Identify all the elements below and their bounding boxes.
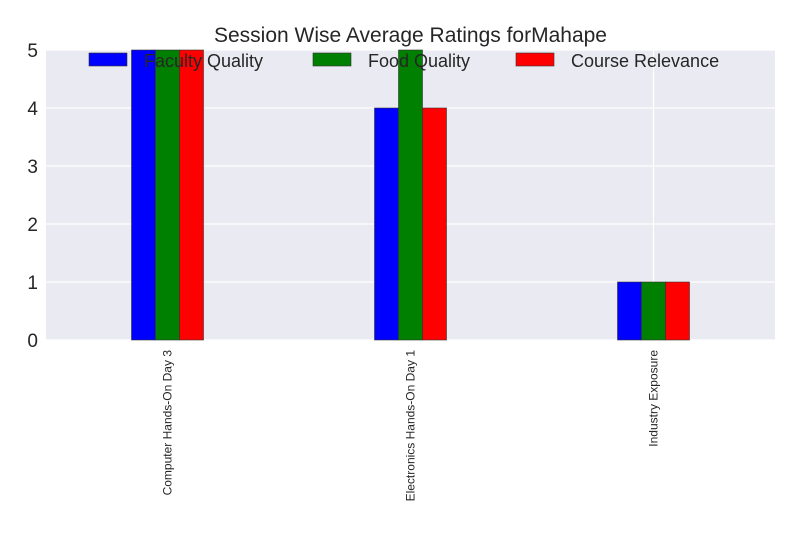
x-tick-label: Computer Hands-On Day 3 xyxy=(161,350,175,496)
bar xyxy=(155,49,180,341)
y-axis-ticks: 0 1 2 3 4 5 xyxy=(27,41,38,352)
legend-label: Faculty Quality xyxy=(144,51,263,71)
series-2 xyxy=(179,49,690,341)
legend-entry: Food Quality xyxy=(312,51,470,71)
legend-entry: Faculty Quality xyxy=(88,51,263,71)
bar xyxy=(131,49,156,341)
x-axis-ticks: Computer Hands-On Day 3 Electronics Hands… xyxy=(161,350,661,502)
bar xyxy=(374,107,399,341)
series-1 xyxy=(155,49,666,341)
legend-swatch xyxy=(88,52,128,67)
series-0 xyxy=(131,49,642,341)
y-tick-label: 1 xyxy=(27,273,38,294)
x-tick-label: Electronics Hands-On Day 1 xyxy=(404,350,418,502)
legend-swatch xyxy=(312,52,352,67)
legend-swatch xyxy=(515,52,555,67)
bar xyxy=(617,281,642,341)
legend-entry: Course Relevance xyxy=(515,51,719,71)
bar xyxy=(398,49,423,341)
y-tick-label: 4 xyxy=(27,99,38,120)
bar xyxy=(179,49,204,341)
y-tick-label: 2 xyxy=(27,215,38,236)
bar xyxy=(665,281,690,341)
legend-label: Course Relevance xyxy=(571,51,719,71)
bar xyxy=(641,281,666,341)
y-tick-label: 5 xyxy=(27,41,38,62)
legend-label: Food Quality xyxy=(368,51,470,71)
legend: Faculty Quality Food Quality Course Releva… xyxy=(88,51,719,71)
bar xyxy=(422,107,447,341)
bar-series xyxy=(131,49,690,341)
x-tick-label: Industry Exposure xyxy=(647,350,661,447)
y-tick-label: 3 xyxy=(27,157,38,178)
chart-title: Session Wise Average Ratings forMahape xyxy=(214,24,607,47)
y-tick-label: 0 xyxy=(27,331,38,352)
